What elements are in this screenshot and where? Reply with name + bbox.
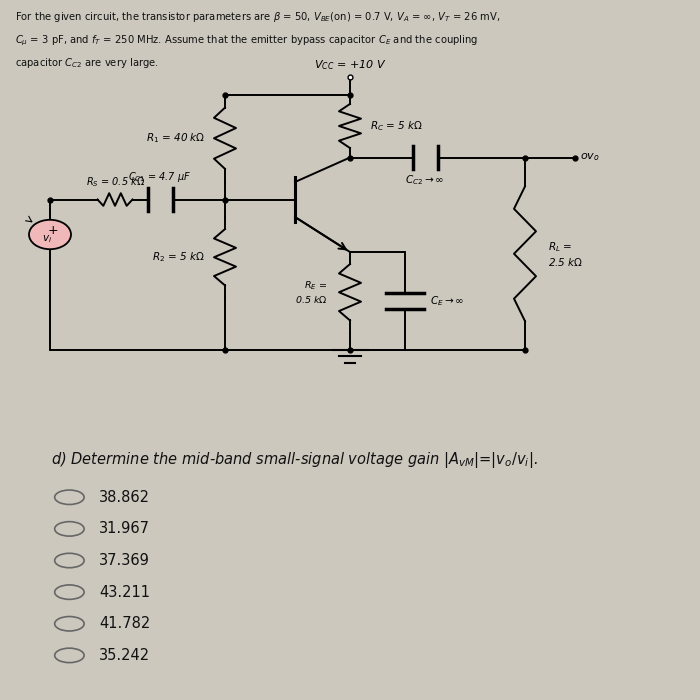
Text: +: +	[47, 225, 58, 237]
Text: $C_{C1}$ = 4.7 $\mu$F: $C_{C1}$ = 4.7 $\mu$F	[128, 170, 192, 183]
Text: 37.369: 37.369	[99, 553, 150, 568]
Text: For the given circuit, the transistor parameters are $\beta$ = 50, $V_{BE}$(on) : For the given circuit, the transistor pa…	[15, 10, 500, 25]
Text: $R_1$ = 40 k$\Omega$: $R_1$ = 40 k$\Omega$	[146, 132, 205, 145]
Text: 38.862: 38.862	[99, 490, 150, 505]
Text: $R_2$ = 5 k$\Omega$: $R_2$ = 5 k$\Omega$	[152, 251, 205, 264]
Text: 41.782: 41.782	[99, 616, 150, 631]
Text: capacitor $C_{C2}$ are very large.: capacitor $C_{C2}$ are very large.	[15, 56, 159, 70]
Text: $R_C$ = 5 k$\Omega$: $R_C$ = 5 k$\Omega$	[370, 119, 424, 133]
Text: 35.242: 35.242	[99, 648, 150, 663]
Text: $R_E$ =
0.5 k$\Omega$: $R_E$ = 0.5 k$\Omega$	[295, 279, 328, 305]
Text: $v_i$: $v_i$	[43, 233, 52, 244]
Text: d) Determine the mid-band small-signal voltage gain $|A_{vM}|$=$|v_o/ v_i|$.: d) Determine the mid-band small-signal v…	[51, 450, 538, 470]
Text: 43.211: 43.211	[99, 584, 150, 600]
Text: $C_\mu$ = 3 pF, and $f_T$ = 250 MHz. Assume that the emitter bypass capacitor $C: $C_\mu$ = 3 pF, and $f_T$ = 250 MHz. Ass…	[15, 33, 478, 48]
Text: 31.967: 31.967	[99, 522, 150, 536]
Text: $C_{C2} \rightarrow \infty$: $C_{C2} \rightarrow \infty$	[405, 174, 444, 187]
Text: $R_S$ = 0.5 k$\Omega$: $R_S$ = 0.5 k$\Omega$	[85, 175, 144, 189]
Text: $V_{CC}$ = +10 V: $V_{CC}$ = +10 V	[314, 58, 386, 72]
Text: $C_E \rightarrow \infty$: $C_E \rightarrow \infty$	[430, 294, 464, 308]
Text: $R_L$ =
2.5 k$\Omega$: $R_L$ = 2.5 k$\Omega$	[547, 240, 582, 267]
Text: o$v_o$: o$v_o$	[580, 152, 600, 163]
Circle shape	[29, 220, 71, 249]
